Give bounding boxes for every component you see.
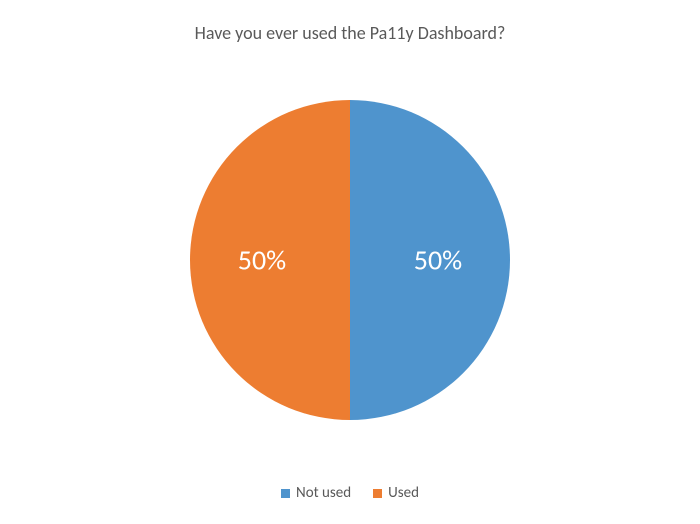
legend-item-not-used: Not used [281,484,351,502]
legend-label-not-used: Not used [296,484,351,502]
slice-label-used: 50% [238,243,286,278]
slice-label-not-used: 50% [414,243,462,278]
legend-item-used: Used [373,484,419,502]
pie-chart-area: 50% 50% [0,70,700,450]
legend: Not used Used [0,484,700,502]
legend-swatch-not-used [281,489,290,498]
pie-chart: 50% 50% [190,100,510,420]
legend-label-used: Used [388,484,419,502]
pie-chart-container: Have you ever used the Pa11y Dashboard? … [0,0,700,524]
legend-swatch-used [373,489,382,498]
chart-title: Have you ever used the Pa11y Dashboard? [0,22,700,44]
